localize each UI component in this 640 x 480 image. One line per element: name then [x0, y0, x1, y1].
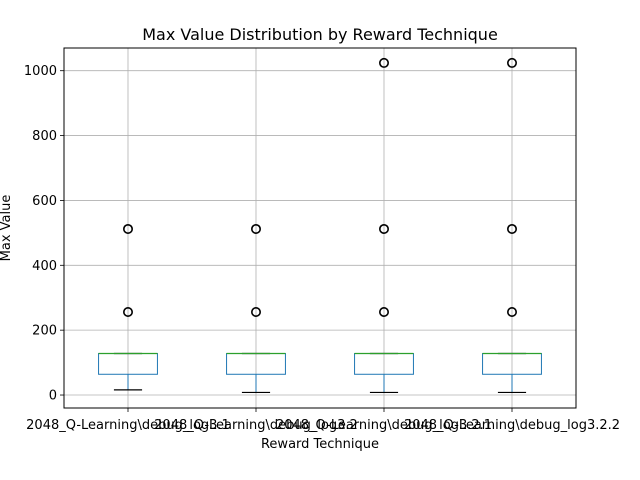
outlier-point-3-1 [506, 223, 517, 234]
box-group-1 [226, 223, 286, 394]
y-tick-label-4: 800 [32, 129, 57, 144]
x-tick-label-1: 2048_Q-Learning\debug_log3.2 [154, 418, 358, 433]
y-tick-label-5: 1000 [24, 64, 57, 79]
y-tick-label-1: 200 [32, 324, 57, 339]
y-tick-label-0: 0 [49, 389, 57, 404]
box-layer [98, 57, 542, 394]
grid-layer [64, 48, 576, 408]
outlier-point-2-2 [378, 57, 389, 68]
y-tick-label-2: 400 [32, 259, 57, 274]
x-tick-label-3: 2048_Q-Learning\debug_log3.2.2 [404, 418, 620, 433]
outlier-point-1-1 [251, 223, 262, 234]
x-tick-label-0: 2048_Q-Learning\debug_log3.1 [26, 418, 230, 433]
y-tick-label-3: 600 [32, 194, 57, 209]
outlier-point-1-0 [251, 306, 262, 317]
y-axis-label: Max Value [0, 195, 14, 262]
box-group-2 [354, 57, 414, 394]
outlier-point-3-2 [506, 57, 517, 68]
box-group-0 [98, 223, 158, 391]
outlier-point-3-0 [506, 306, 517, 317]
tick-layer: 0 200 400 600 800 1000 2048_Q-Learning\debug_l… [24, 64, 620, 433]
outlier-point-0-0 [123, 306, 134, 317]
plot-area-frame [63, 47, 577, 409]
x-tick-label-2: 2048_Q-Learning\debug_log3.2.1 [276, 418, 492, 433]
chart-title: Max Value Distribution by Reward Techniq… [142, 25, 498, 44]
x-axis-label: Reward Technique [261, 437, 379, 452]
box-group-3 [482, 57, 542, 394]
outlier-point-2-0 [378, 306, 389, 317]
outlier-point-2-1 [378, 223, 389, 234]
outlier-point-0-1 [123, 223, 134, 234]
